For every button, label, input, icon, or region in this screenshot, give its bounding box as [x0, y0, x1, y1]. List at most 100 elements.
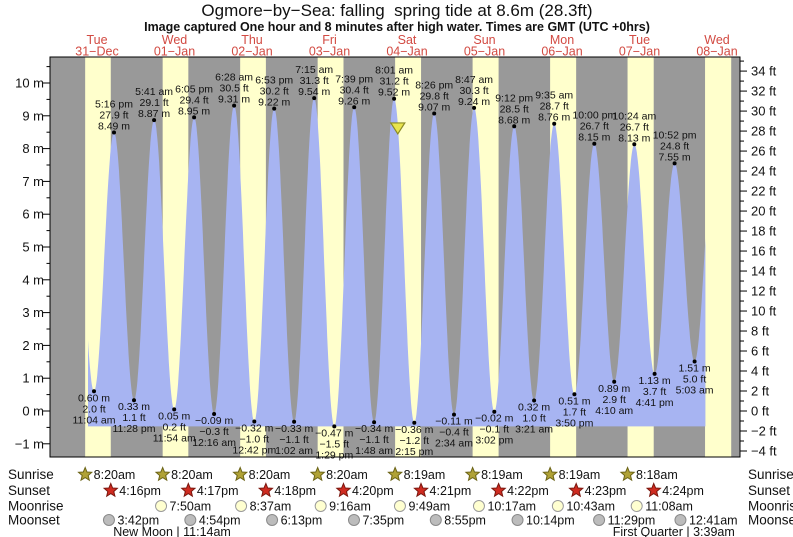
low-tide-label: 1.13 m — [639, 375, 671, 387]
high-tide-label: 27.9 ft — [99, 110, 128, 122]
moon-phase-label: New Moon | 11:14am — [113, 525, 231, 537]
moonset-disc-icon — [102, 514, 115, 526]
right-axis-label: 26 ft — [751, 144, 777, 159]
sunset-row-label-left: Sunset — [8, 483, 50, 498]
moonset-time: 7:35pm — [362, 514, 404, 528]
moonrise-disc-icon — [314, 500, 327, 512]
high-tide-label: 6:53 pm — [255, 75, 293, 87]
high-tide-label: 8.15 m — [578, 132, 610, 144]
right-axis-label: 12 ft — [751, 284, 777, 299]
moonrise-row-label-right: Moonrise — [748, 499, 793, 514]
high-tide-label: 8.49 m — [98, 121, 130, 133]
sun-moon-rows: Sunrise Sunrise 8:20am 8:20am 8:20am 8:20am 8:… — [8, 466, 793, 537]
high-tide-label: 5:41 am — [135, 86, 173, 98]
day-name-label: Sun — [473, 33, 495, 47]
day-header-labels: Tue31−DecWed01−JanThu02−JanFri03−JanSat0… — [75, 33, 737, 59]
low-tide-label: 3:02 pm — [475, 435, 513, 447]
moonset-disc-icon — [511, 514, 524, 526]
sunrise-time: 8:19am — [404, 468, 446, 482]
low-tide-dot — [532, 398, 537, 403]
sunset-star-icon — [568, 482, 585, 498]
high-tide-label: 6:05 pm — [175, 83, 213, 95]
right-axis-label: 30 ft — [751, 104, 777, 119]
moonrise-disc-icon — [155, 500, 168, 512]
moonrise-disc-icon — [551, 500, 564, 512]
low-tide-label: −1.5 ft — [320, 438, 350, 450]
low-tide-label: 11:28 pm — [113, 423, 156, 435]
low-tide-dot — [572, 392, 577, 397]
low-tide-dot — [652, 371, 657, 376]
day-date-label: 08−Jan — [696, 45, 737, 59]
right-axis-label: 6 ft — [751, 344, 769, 359]
low-tide-label: 0.2 ft — [163, 421, 186, 433]
sunset-star-icon — [645, 482, 662, 498]
high-tide-dot — [632, 142, 637, 147]
sunrise-row-label-left: Sunrise — [8, 467, 54, 482]
right-axis-label: 20 ft — [751, 204, 777, 219]
sunset-star-icon — [490, 482, 507, 498]
plot-frame — [49, 56, 741, 458]
chart-title: Ogmore−by−Sea: falling spring tide at 8.… — [201, 1, 592, 20]
left-axis-label: 1 m — [22, 371, 44, 386]
low-tide-label: 3:21 am — [515, 424, 553, 436]
low-tide-dot — [412, 420, 417, 425]
high-tide-label: 30.4 ft — [340, 84, 369, 96]
low-tide-dot — [212, 412, 217, 416]
low-tide-label: 2.9 ft — [603, 394, 626, 406]
moonrise-time: 11:08am — [645, 500, 693, 514]
low-tide-label: −0.4 ft — [439, 427, 469, 439]
high-tide-label: 10:00 pm — [572, 110, 616, 122]
moonrise-time: 9:16am — [329, 500, 371, 514]
chart-subtitle: Image captured One hour and 8 minutes af… — [144, 20, 650, 34]
left-axis-label: 8 m — [22, 141, 44, 156]
high-tide-label: 28.5 ft — [500, 103, 529, 115]
sunrise-time: 8:19am — [481, 468, 523, 482]
high-tide-dot — [472, 105, 477, 110]
high-tide-dot — [232, 103, 237, 108]
low-tide-dot — [692, 359, 697, 364]
low-tide-label: −0.36 m — [395, 424, 433, 436]
high-tide-label: 30.5 ft — [219, 83, 248, 95]
right-axis-label: 32 ft — [751, 84, 777, 99]
sunset-time: 4:18pm — [274, 484, 316, 498]
low-tide-dot — [132, 398, 136, 403]
high-tide-label: 8:01 am — [375, 65, 413, 77]
sunset-star-icon — [257, 482, 274, 498]
tide-curve-fill — [88, 98, 706, 427]
sunset-time: 4:21pm — [430, 484, 472, 498]
moonrise-disc-icon — [472, 500, 485, 512]
right-axis-label: 16 ft — [751, 244, 777, 259]
sunset-star-icon — [102, 482, 119, 498]
high-tide-dot — [392, 96, 397, 101]
high-tide-label: 8:26 pm — [415, 80, 453, 92]
axes: −1 m 0 m 1 m 2 m 3 m 4 m 5 m 6 m 7 m 8 m 9 m 10 m −4… — [15, 56, 777, 458]
high-tide-label: 8.68 m — [498, 114, 530, 126]
day-date-label: 02−Jan — [231, 45, 272, 59]
moonrise-disc-icon — [235, 500, 248, 512]
low-tide-label: 1.51 m — [679, 363, 711, 375]
day-name-label: Tue — [629, 33, 650, 47]
low-tide-label: −0.1 ft — [480, 424, 510, 436]
right-axis-label: 4 ft — [751, 364, 769, 379]
right-axis-label: 14 ft — [751, 264, 777, 279]
day-name-label: Mon — [550, 33, 574, 47]
moonset-time: 4:54pm — [199, 514, 241, 528]
left-axis-label: 10 m — [15, 76, 44, 91]
high-tide-label: 31.3 ft — [300, 75, 329, 87]
low-tide-dot — [292, 419, 297, 424]
high-tide-label: 6:28 am — [215, 72, 253, 84]
day-name-label: Wed — [704, 33, 730, 47]
high-tide-label: 9.07 m — [418, 102, 450, 114]
low-tide-label: 0.60 m — [78, 392, 110, 404]
high-tide-label: 10:52 pm — [653, 129, 697, 141]
moonset-disc-icon — [593, 514, 606, 526]
high-tide-dot — [272, 106, 277, 111]
low-tide-label: 0.33 m — [118, 401, 150, 413]
low-tide-label: 2.0 ft — [82, 403, 105, 415]
high-tide-dot — [192, 115, 197, 120]
high-tide-label: 9.54 m — [298, 86, 330, 98]
low-tide-dot — [172, 407, 177, 412]
sunset-time: 4:22pm — [507, 484, 549, 498]
